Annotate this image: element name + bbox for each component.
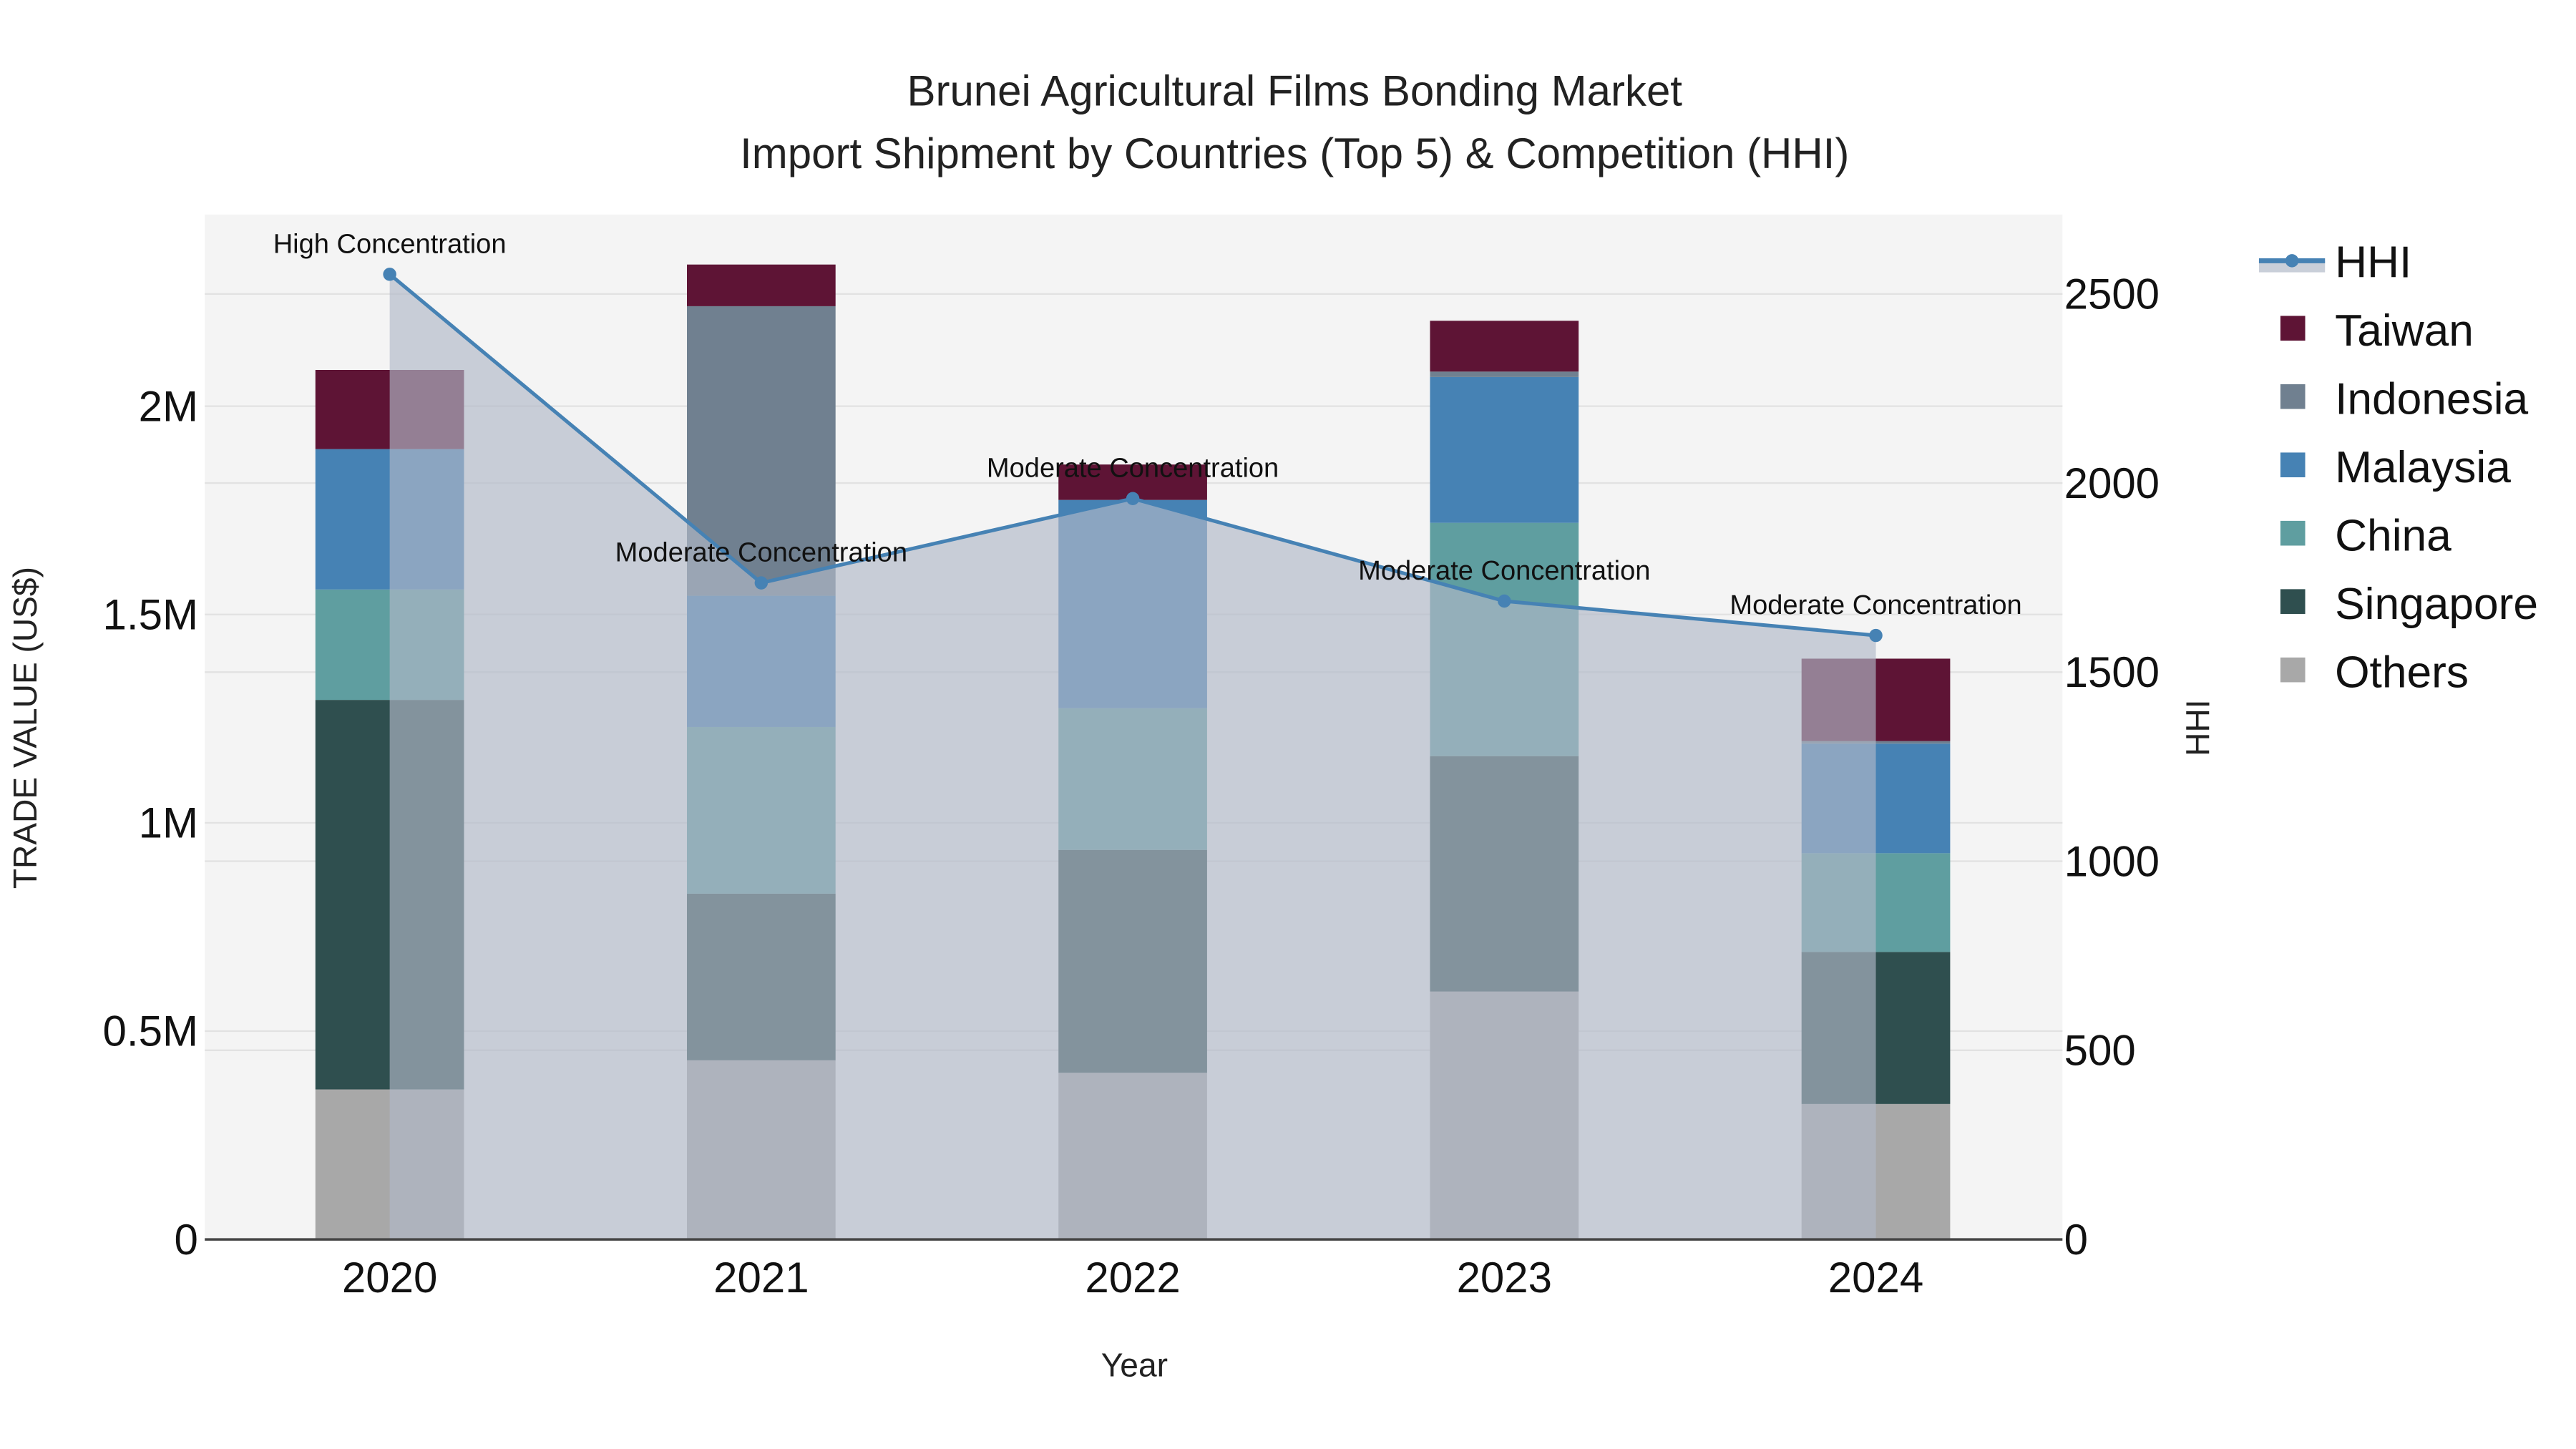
legend-swatch-icon	[2280, 589, 2306, 614]
y2-tick-label: 1500	[2064, 648, 2160, 696]
legend-item-taiwan[interactable]: Taiwan	[2280, 306, 2474, 356]
y2-tick-label: 2000	[2064, 459, 2160, 507]
legend-label: Taiwan	[2335, 306, 2474, 356]
hhi-annotation: Moderate Concentration	[987, 454, 1279, 484]
y-tick-label: 1M	[139, 799, 198, 847]
bar-segment-malaysia[interactable]	[1430, 377, 1579, 523]
legend-label: Singapore	[2335, 580, 2538, 629]
legend-swatch-icon	[2280, 521, 2306, 546]
legend-label: Others	[2335, 648, 2469, 697]
legend-item-singapore[interactable]: Singapore	[2280, 580, 2538, 629]
legend-label: China	[2335, 511, 2451, 560]
y-tick-label: 2M	[139, 382, 198, 430]
y2-tick-label: 0	[2064, 1216, 2088, 1264]
bar-segment-taiwan[interactable]	[687, 265, 836, 306]
hhi-legend-marker-icon	[2285, 254, 2298, 267]
y2-axis-title: HHI	[2180, 699, 2217, 756]
hhi-marker[interactable]	[1869, 629, 1882, 642]
bar-segment-indonesia[interactable]	[1430, 371, 1579, 377]
y-axis-title: TRADE VALUE (US$)	[6, 567, 44, 889]
x-axis-ticks: 2020 2021 2022 2023 2024	[342, 1254, 1923, 1302]
x-tick-label: 2020	[342, 1254, 437, 1302]
chart-subtitle: Import Shipment by Countries (Top 5) & C…	[740, 130, 1849, 177]
hhi-marker[interactable]	[1126, 492, 1139, 505]
y2-tick-label: 1000	[2064, 837, 2160, 885]
x-tick-label: 2021	[713, 1254, 809, 1302]
hhi-annotation: Moderate Concentration	[615, 538, 907, 568]
y-tick-label: 0.5M	[103, 1008, 198, 1055]
hhi-annotation: Moderate Concentration	[1358, 556, 1650, 586]
legend-item-hhi[interactable]: HHI	[2259, 238, 2411, 287]
legend-swatch-icon	[2280, 316, 2306, 341]
bar-segment-taiwan[interactable]	[1430, 321, 1579, 371]
legend: HHI Taiwan Indonesia Malaysia China Singapore…	[2259, 238, 2538, 697]
legend-item-indonesia[interactable]: Indonesia	[2280, 374, 2529, 424]
legend-swatch-icon	[2280, 452, 2306, 477]
y2-tick-label: 500	[2064, 1027, 2136, 1075]
chart-title: Brunei Agricultural Films Bonding Market	[907, 67, 1682, 115]
x-axis-title: Year	[1101, 1347, 1168, 1384]
legend-swatch-icon	[2280, 384, 2306, 409]
y-tick-label: 1.5M	[103, 591, 198, 639]
hhi-marker[interactable]	[755, 576, 768, 589]
x-tick-label: 2024	[1828, 1254, 1923, 1302]
y2-axis-ticks: 0 500 1000 1500 2000 2500	[2064, 270, 2160, 1264]
x-tick-label: 2023	[1457, 1254, 1552, 1302]
hhi-annotation: Moderate Concentration	[1729, 590, 2021, 620]
x-tick-label: 2022	[1085, 1254, 1180, 1302]
hhi-marker[interactable]	[383, 268, 396, 280]
legend-label: Malaysia	[2335, 443, 2511, 492]
chart: Brunei Agricultural Films Bonding Market…	[0, 0, 2576, 1449]
hhi-marker[interactable]	[1498, 595, 1511, 608]
legend-label: Indonesia	[2335, 374, 2528, 424]
y2-tick-label: 2500	[2064, 270, 2160, 318]
legend-item-malaysia[interactable]: Malaysia	[2280, 443, 2511, 492]
legend-swatch-icon	[2280, 658, 2306, 683]
y-tick-label: 0	[175, 1216, 198, 1264]
legend-label: HHI	[2335, 238, 2411, 287]
legend-item-china[interactable]: China	[2280, 511, 2451, 560]
legend-item-others[interactable]: Others	[2280, 648, 2469, 697]
hhi-annotation: High Concentration	[273, 229, 507, 259]
y-axis-ticks: 0 0.5M 1M 1.5M 2M	[103, 382, 198, 1263]
